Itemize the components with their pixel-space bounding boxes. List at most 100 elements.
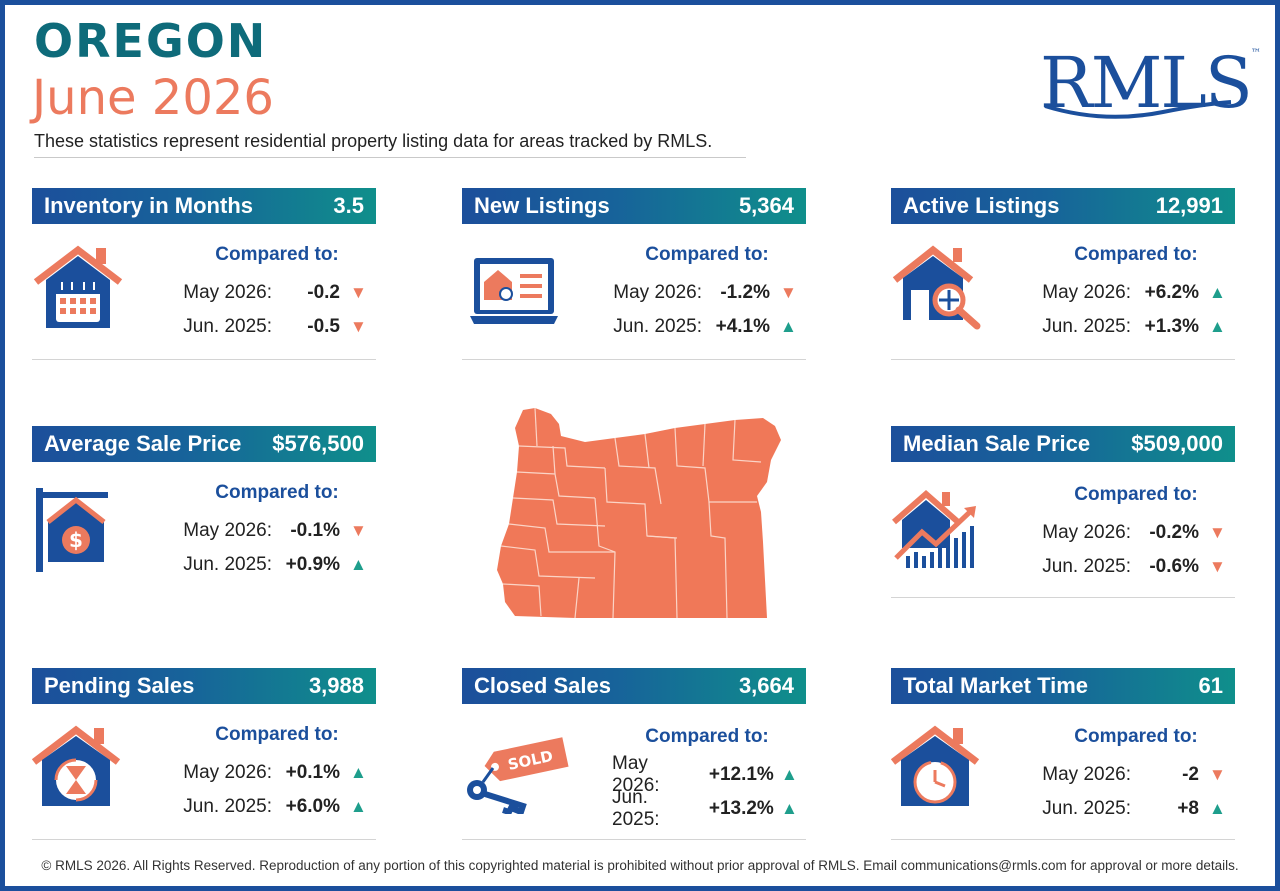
row-label: Jun. 2025: (1042, 316, 1131, 337)
up-arrow-icon: ▲ (1209, 317, 1226, 336)
house-clock-icon (891, 725, 980, 806)
row-value: +12.1% (708, 764, 774, 785)
row-label: May 2026: (613, 282, 702, 303)
comparison-block: Compared to: May 2026: -0.2% ▼ Jun. 2025: -… (1041, 484, 1231, 584)
rmls-logo: RMLS™ (1040, 42, 1261, 124)
compared-label: Compared to: (645, 726, 769, 747)
comparison-block: Compared to: May 2026: +6.2% ▲ Jun. 2025: +… (1041, 244, 1231, 344)
up-arrow-icon: ▲ (780, 799, 798, 818)
comparison-row: May 2026: -1.2% ▼ (612, 276, 802, 310)
down-arrow-icon: ▼ (1209, 765, 1226, 784)
divider (462, 359, 806, 360)
down-arrow-icon: ▼ (1209, 557, 1226, 576)
up-arrow-icon: ▲ (350, 555, 367, 574)
compared-label: Compared to: (645, 244, 769, 265)
down-arrow-icon: ▼ (350, 283, 367, 302)
row-value: +8 (1177, 798, 1199, 819)
card-header: Average Sale Price $576,500 (32, 426, 376, 462)
row-value: +1.3% (1144, 316, 1199, 337)
house-calendar-icon (33, 245, 123, 328)
card-value: $576,500 (272, 431, 364, 456)
compared-label: Compared to: (215, 724, 339, 745)
row-value: -0.2% (1149, 522, 1199, 543)
compared-label: Compared to: (1074, 484, 1198, 505)
row-value: -0.5 (307, 316, 340, 337)
comparison-row: May 2026: -2 ▼ (1041, 758, 1231, 792)
compared-label: Compared to: (1074, 244, 1198, 265)
comparison-row: Jun. 2025: +4.1% ▲ (612, 310, 802, 344)
card-label: Active Listings (903, 193, 1060, 218)
laptop-listing-icon (470, 258, 558, 324)
card-label: Total Market Time (903, 673, 1089, 698)
row-label: Jun. 2025: (183, 796, 272, 817)
comparison-row: Jun. 2025: +8 ▲ (1041, 792, 1231, 826)
card-active-listings: Active Listings 12,991 Compared to: May 2… (891, 188, 1235, 360)
row-value: +0.1% (285, 762, 340, 783)
card-label: Inventory in Months (44, 193, 253, 218)
page-description: These statistics represent residential p… (34, 131, 746, 158)
card-value: 61 (1198, 673, 1223, 698)
comparison-row: Jun. 2025: +0.9% ▲ (182, 548, 372, 582)
card-value: 3,664 (738, 673, 794, 698)
up-arrow-icon: ▲ (780, 765, 798, 784)
row-label: Jun. 2025: (1042, 556, 1131, 577)
card-label: New Listings (474, 193, 610, 218)
comparison-row: Jun. 2025: +13.2% ▲ (612, 787, 802, 830)
divider (462, 839, 806, 840)
card-label: Pending Sales (44, 673, 195, 698)
row-label: May 2026: (612, 753, 660, 796)
house-hourglass-icon (32, 725, 121, 806)
house-magnifier-icon (892, 245, 981, 330)
card-label: Average Sale Price (44, 431, 242, 456)
divider (891, 597, 1235, 598)
card-total-market-time: Total Market Time 61 Compared to: May 202… (891, 668, 1235, 840)
card-value: 3,988 (308, 673, 364, 698)
sold-tag-keys-icon: SOLD (467, 737, 569, 814)
comparison-row: Jun. 2025: +1.3% ▲ (1041, 310, 1231, 344)
down-arrow-icon: ▼ (780, 283, 797, 302)
logo-trademark: ™ (1250, 48, 1261, 59)
card-header: New Listings 5,364 (462, 188, 806, 224)
divider (891, 839, 1235, 840)
page-title: OREGON (34, 14, 268, 68)
comparison-row: May 2026: +12.1% ▲ (612, 753, 802, 796)
comparison-block: Compared to: May 2026: -0.2 ▼ Jun. 2025: -0… (182, 244, 372, 344)
up-arrow-icon: ▲ (1209, 283, 1226, 302)
card-median-sale-price: Median Sale Price $509,000 Compared to: M… (891, 426, 1235, 598)
comparison-row: May 2026: -0.1% ▼ (182, 514, 372, 548)
row-label: May 2026: (1042, 282, 1131, 303)
comparison-row: Jun. 2025: +6.0% ▲ (182, 790, 372, 824)
row-label: Jun. 2025: (183, 316, 272, 337)
row-value: -0.1% (290, 520, 340, 541)
row-value: +4.1% (715, 316, 770, 337)
row-label: Jun. 2025: (1042, 798, 1131, 819)
row-value: +13.2% (708, 798, 774, 819)
row-label: May 2026: (1042, 764, 1131, 785)
card-header: Total Market Time 61 (891, 668, 1235, 704)
comparison-row: May 2026: -0.2 ▼ (182, 276, 372, 310)
row-value: -0.2 (307, 282, 340, 303)
card-value: $509,000 (1131, 431, 1223, 456)
card-inventory: Inventory in Months 3.5 Compared to: May … (32, 188, 376, 360)
row-label: May 2026: (183, 282, 272, 303)
down-arrow-icon: ▼ (1209, 523, 1226, 542)
comparison-block: Compared to: May 2026: +0.1% ▲ Jun. 2025: +… (182, 724, 372, 824)
card-value: 12,991 (1155, 193, 1223, 218)
row-label: Jun. 2025: (612, 787, 660, 830)
card-label: Median Sale Price (903, 431, 1091, 456)
comparison-row: Jun. 2025: -0.5 ▼ (182, 310, 372, 344)
card-pending-sales: Pending Sales 3,988 Compared to: May 2026… (32, 668, 376, 840)
card-header: Inventory in Months 3.5 (32, 188, 376, 224)
card-header: Closed Sales 3,664 (462, 668, 806, 704)
compared-label: Compared to: (1074, 726, 1198, 747)
up-arrow-icon: ▲ (350, 797, 367, 816)
up-arrow-icon: ▲ (350, 763, 367, 782)
divider (32, 839, 376, 840)
row-value: +6.2% (1144, 282, 1199, 303)
row-label: May 2026: (183, 520, 272, 541)
card-header: Pending Sales 3,988 (32, 668, 376, 704)
divider (891, 359, 1235, 360)
comparison-block: Compared to: May 2026: -0.1% ▼ Jun. 2025: +… (182, 482, 372, 582)
up-arrow-icon: ▲ (1209, 799, 1226, 818)
